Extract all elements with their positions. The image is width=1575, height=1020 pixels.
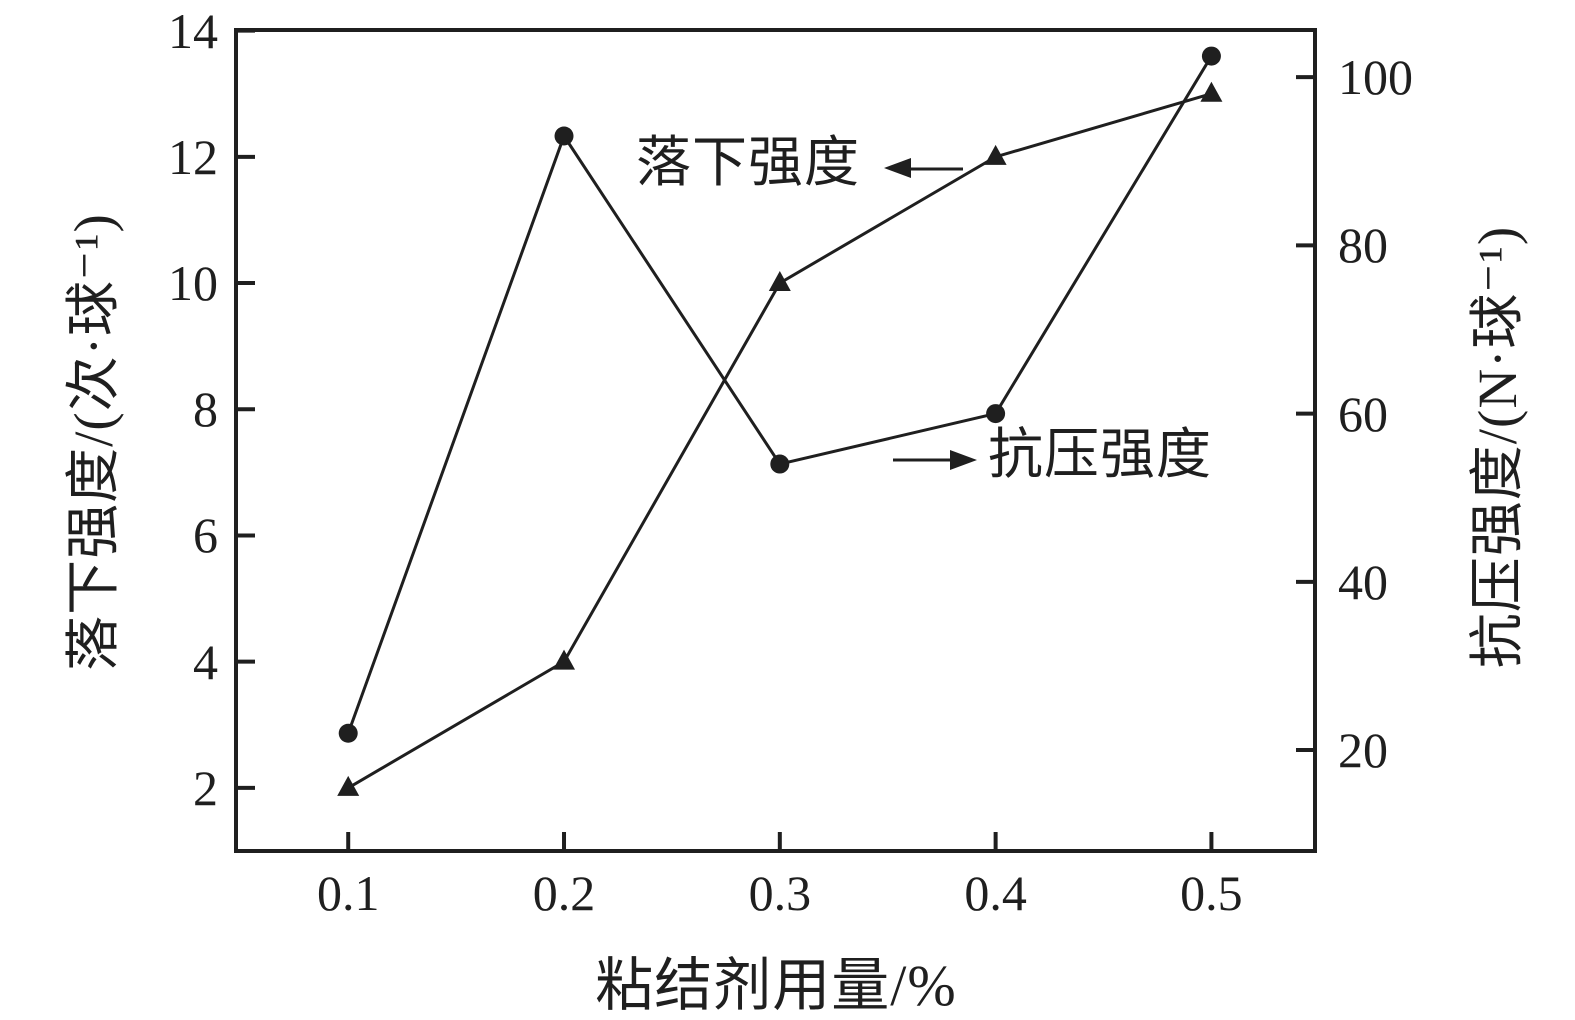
right-axis-tick-label: 20 bbox=[1338, 722, 1388, 779]
x-axis-tick-label: 0.2 bbox=[532, 865, 596, 921]
x-axis-tick-label: 0.5 bbox=[1180, 865, 1243, 921]
compressive-strength-annotation-label: 抗压强度 bbox=[988, 424, 1213, 485]
right-axis-tick-label: 40 bbox=[1338, 553, 1388, 610]
x-axis-title: 粘结剂用量/% bbox=[595, 953, 957, 1018]
drop-strength-annotation-label: 落下强度 bbox=[636, 132, 861, 193]
left-axis-tick-label: 14 bbox=[168, 2, 218, 59]
x-axis-tick-label: 0.3 bbox=[748, 865, 812, 921]
series-compressive-strength-circle-marker bbox=[338, 723, 358, 743]
left-axis-tick-label: 12 bbox=[168, 128, 218, 185]
left-axis-tick-label: 4 bbox=[193, 633, 218, 690]
series-compressive-strength-circle-marker bbox=[554, 126, 574, 146]
compressive-strength-arrowhead bbox=[950, 450, 977, 470]
series-drop-strength-triangle-marker bbox=[984, 144, 1007, 165]
x-axis-tick-label: 0.4 bbox=[964, 865, 1027, 921]
right-axis-tick-label: 60 bbox=[1338, 385, 1388, 442]
series-compressive-strength-circle-marker bbox=[770, 454, 790, 474]
drop-strength-arrowhead bbox=[884, 158, 911, 178]
series-drop-strength-triangle-marker bbox=[768, 271, 791, 292]
plot-frame bbox=[234, 28, 1317, 853]
series-drop-strength-triangle-marker bbox=[553, 649, 576, 670]
right-axis-tick-label: 80 bbox=[1338, 217, 1388, 274]
left-axis-tick-label: 2 bbox=[193, 759, 218, 816]
series-drop-strength-triangle-marker bbox=[337, 775, 360, 796]
series-compressive-strength-circle-marker bbox=[1201, 46, 1221, 66]
right-y-axis-title: 抗压强度/(N·球⁻¹) bbox=[1467, 225, 1528, 669]
right-axis-tick-label: 100 bbox=[1338, 49, 1413, 106]
series-compressive-strength-circle-marker bbox=[986, 404, 1006, 424]
series-drop-strength-triangle-marker bbox=[1200, 81, 1223, 102]
left-axis-tick-label: 10 bbox=[168, 255, 218, 312]
left-axis-tick-label: 8 bbox=[193, 381, 218, 438]
x-axis-tick-label: 0.1 bbox=[316, 865, 380, 921]
left-axis-tick-label: 6 bbox=[193, 507, 218, 564]
